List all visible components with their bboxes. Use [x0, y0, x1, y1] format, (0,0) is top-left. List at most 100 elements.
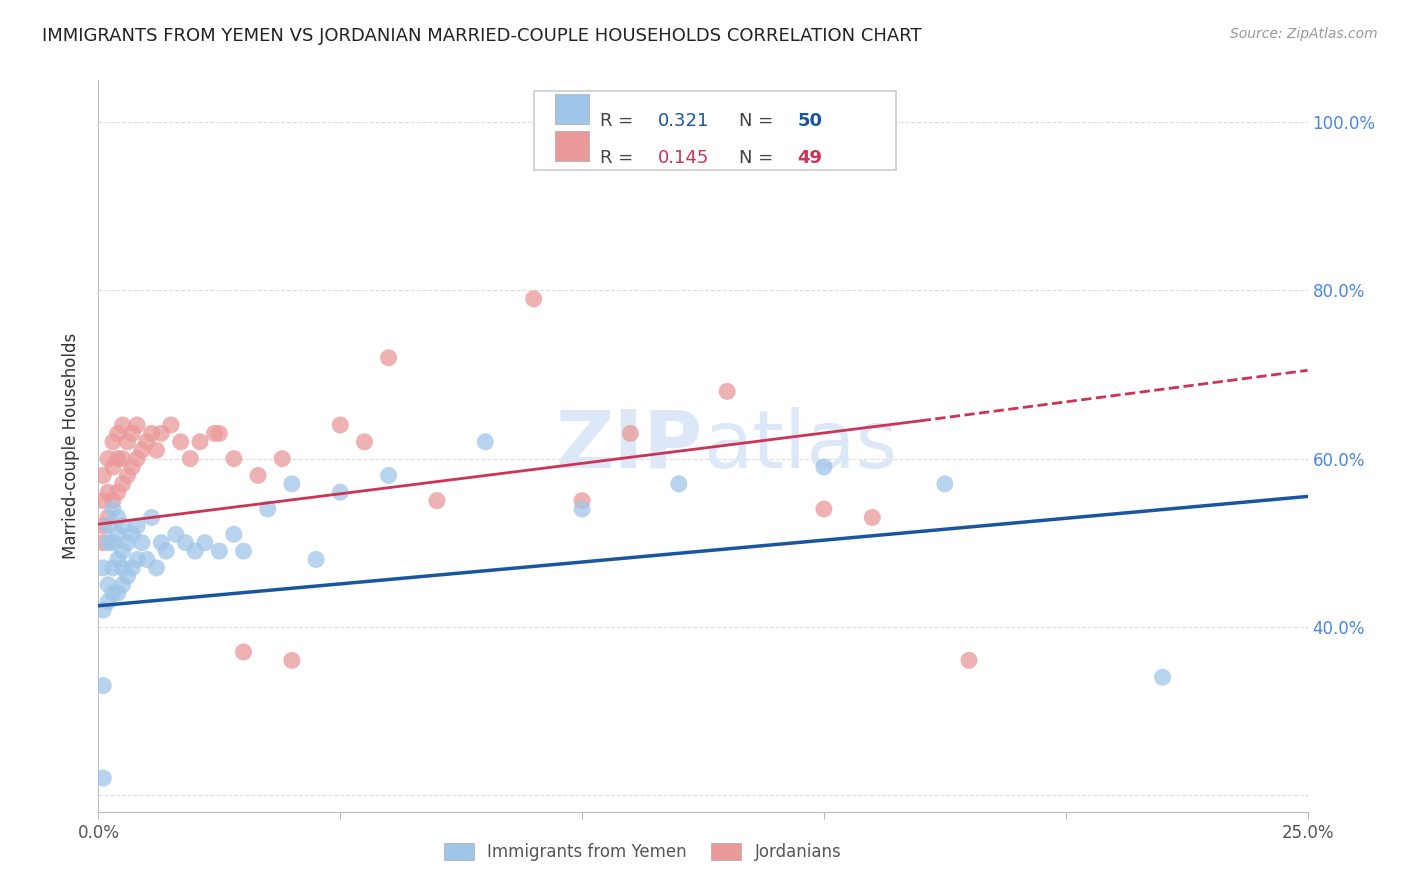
Point — [141, 510, 163, 524]
Point — [135, 552, 157, 566]
Point — [101, 586, 124, 600]
Point — [523, 292, 546, 306]
Point — [121, 426, 143, 441]
Point — [107, 451, 129, 466]
Point — [184, 544, 207, 558]
Point — [97, 451, 120, 466]
Point — [117, 569, 139, 583]
Point — [222, 527, 245, 541]
Point — [91, 679, 114, 693]
Point — [716, 384, 738, 399]
Point — [571, 502, 593, 516]
Point — [111, 451, 134, 466]
Point — [194, 535, 217, 549]
Point — [305, 552, 328, 566]
Text: ZIP: ZIP — [555, 407, 703, 485]
Point — [281, 653, 304, 667]
Point — [91, 771, 114, 785]
Point — [121, 460, 143, 475]
Text: R =: R = — [600, 112, 640, 129]
Point — [474, 434, 496, 449]
Point — [141, 426, 163, 441]
Point — [127, 417, 149, 432]
Point — [127, 552, 149, 566]
Text: 0.321: 0.321 — [658, 112, 710, 129]
Point — [232, 645, 254, 659]
Point — [107, 527, 129, 541]
Point — [127, 519, 149, 533]
Point — [145, 443, 167, 458]
Point — [97, 510, 120, 524]
Point — [668, 476, 690, 491]
Bar — [555, 130, 589, 161]
Point — [813, 460, 835, 475]
FancyBboxPatch shape — [534, 90, 897, 169]
Point — [101, 561, 124, 575]
Point — [101, 493, 124, 508]
Point — [111, 519, 134, 533]
Point — [131, 443, 153, 458]
Point — [97, 594, 120, 608]
Text: IMMIGRANTS FROM YEMEN VS JORDANIAN MARRIED-COUPLE HOUSEHOLDS CORRELATION CHART: IMMIGRANTS FROM YEMEN VS JORDANIAN MARRI… — [42, 27, 922, 45]
Point — [97, 578, 120, 592]
Point — [247, 468, 270, 483]
Point — [107, 586, 129, 600]
Text: N =: N = — [740, 149, 779, 167]
Point — [111, 476, 134, 491]
Point — [934, 476, 956, 491]
Point — [208, 426, 231, 441]
Point — [571, 493, 593, 508]
Point — [426, 493, 449, 508]
Point — [107, 485, 129, 500]
Point — [208, 544, 231, 558]
Point — [97, 519, 120, 533]
Point — [97, 535, 120, 549]
Point — [91, 519, 114, 533]
Point — [107, 552, 129, 566]
Point — [107, 510, 129, 524]
Point — [377, 351, 399, 365]
Point — [860, 510, 883, 524]
Point — [111, 544, 134, 558]
Text: R =: R = — [600, 149, 640, 167]
Point — [111, 578, 134, 592]
Point — [377, 468, 399, 483]
Point — [179, 451, 201, 466]
Point — [813, 502, 835, 516]
Point — [165, 527, 187, 541]
Point — [101, 535, 124, 549]
Point — [121, 527, 143, 541]
Point — [97, 485, 120, 500]
Point — [101, 502, 124, 516]
Point — [150, 535, 173, 549]
Point — [131, 535, 153, 549]
Point — [957, 653, 980, 667]
Point — [150, 426, 173, 441]
Text: 50: 50 — [797, 112, 823, 129]
Point — [281, 476, 304, 491]
Point — [117, 434, 139, 449]
Point — [169, 434, 191, 449]
Point — [101, 434, 124, 449]
Text: 49: 49 — [797, 149, 823, 167]
Point — [232, 544, 254, 558]
Point — [329, 417, 352, 432]
Text: N =: N = — [740, 112, 779, 129]
Point — [127, 451, 149, 466]
Point — [111, 417, 134, 432]
Point — [188, 434, 211, 449]
Point — [91, 603, 114, 617]
Point — [91, 493, 114, 508]
Point — [619, 426, 641, 441]
Point — [117, 468, 139, 483]
Point — [117, 535, 139, 549]
Point — [329, 485, 352, 500]
Text: Source: ZipAtlas.com: Source: ZipAtlas.com — [1230, 27, 1378, 41]
Text: atlas: atlas — [703, 407, 897, 485]
Point — [145, 561, 167, 575]
Text: 0.145: 0.145 — [658, 149, 710, 167]
Point — [135, 434, 157, 449]
Point — [91, 561, 114, 575]
Point — [256, 502, 278, 516]
Point — [222, 451, 245, 466]
